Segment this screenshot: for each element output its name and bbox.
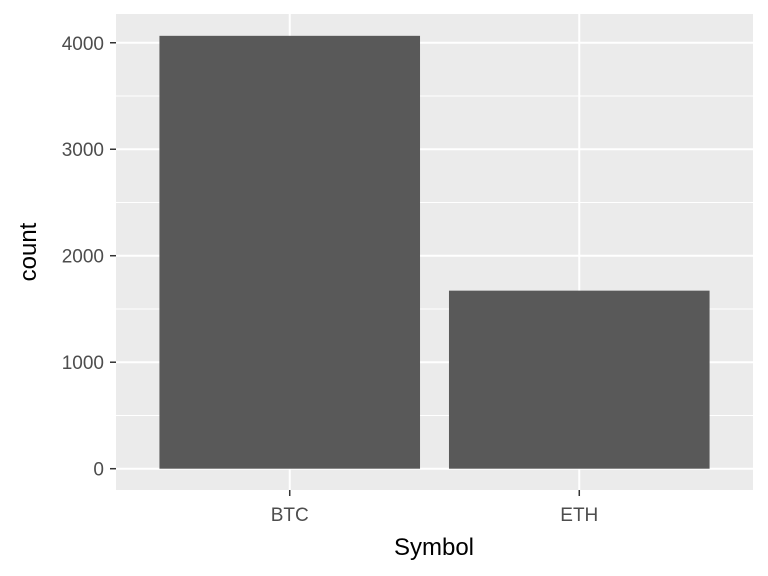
x-axis-title: Symbol bbox=[394, 534, 474, 561]
x-tick-label-eth: ETH bbox=[560, 505, 598, 526]
y-tick-label: 4000 bbox=[62, 34, 104, 55]
y-tick-label: 3000 bbox=[62, 140, 104, 161]
y-tick-label: 1000 bbox=[62, 353, 104, 374]
bar-eth bbox=[448, 290, 710, 469]
y-axis: 0 1000 2000 3000 4000 bbox=[62, 34, 116, 481]
bar-btc bbox=[159, 35, 421, 469]
x-tick-label-btc: BTC bbox=[271, 505, 309, 526]
x-axis: BTC ETH bbox=[271, 490, 598, 526]
y-axis-title: count bbox=[15, 222, 42, 281]
y-tick-label: 2000 bbox=[62, 247, 104, 268]
bars bbox=[159, 35, 710, 469]
y-tick-label: 0 bbox=[93, 460, 104, 481]
